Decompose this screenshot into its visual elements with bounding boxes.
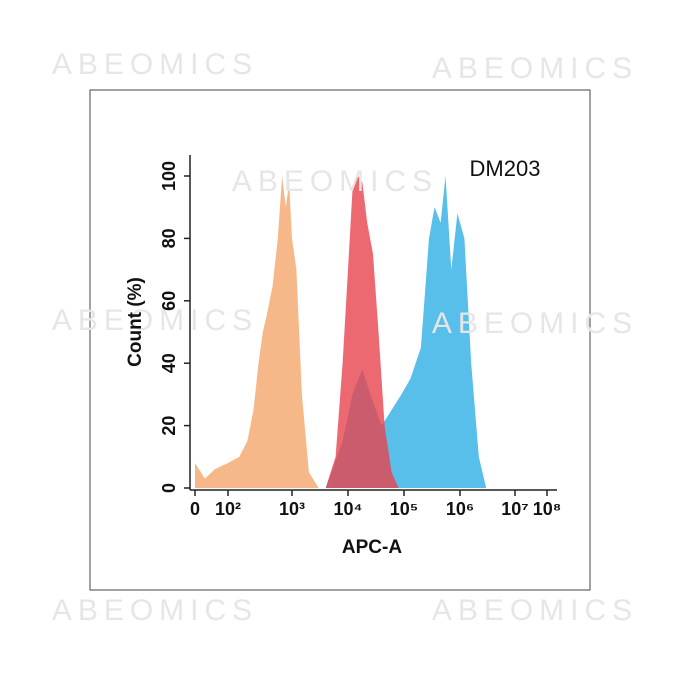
watermark: ABEOMICS	[52, 48, 258, 81]
watermark: ABEOMICS	[432, 307, 638, 340]
frame	[89, 89, 591, 591]
y-tick-label: 80	[159, 228, 179, 248]
y-tick-label: 40	[159, 353, 179, 373]
histogram-area	[325, 176, 399, 488]
x-tick-label: 10⁴	[334, 499, 363, 519]
watermark: ABEOMICS	[432, 594, 638, 627]
watermark: ABEOMICS	[52, 594, 258, 627]
y-axis-label: Count (%)	[125, 277, 146, 367]
x-tick-label: 10⁷	[501, 499, 528, 519]
watermark: ABEOMICS	[232, 165, 438, 198]
x-tick-label: 10⁶	[446, 499, 474, 519]
y-tick-label: 0	[159, 483, 179, 493]
annotation: DM203	[470, 156, 541, 181]
x-tick-label: 10²	[215, 499, 241, 519]
plot	[195, 176, 487, 488]
y-tick-label: 60	[159, 291, 179, 311]
x-tick-label: 10³	[279, 499, 305, 519]
x-tick-label: 10⁵	[390, 499, 418, 519]
histogram-area	[195, 176, 319, 488]
y-tick-label: 20	[159, 416, 179, 436]
watermark: ABEOMICS	[52, 304, 258, 337]
y-tick-label: 100	[159, 161, 179, 191]
x-axis-label: APC-A	[342, 537, 402, 558]
x-tick-label: 10⁸	[533, 499, 562, 519]
watermark: ABEOMICS	[432, 52, 638, 85]
x-tick-label: 0	[190, 499, 200, 519]
